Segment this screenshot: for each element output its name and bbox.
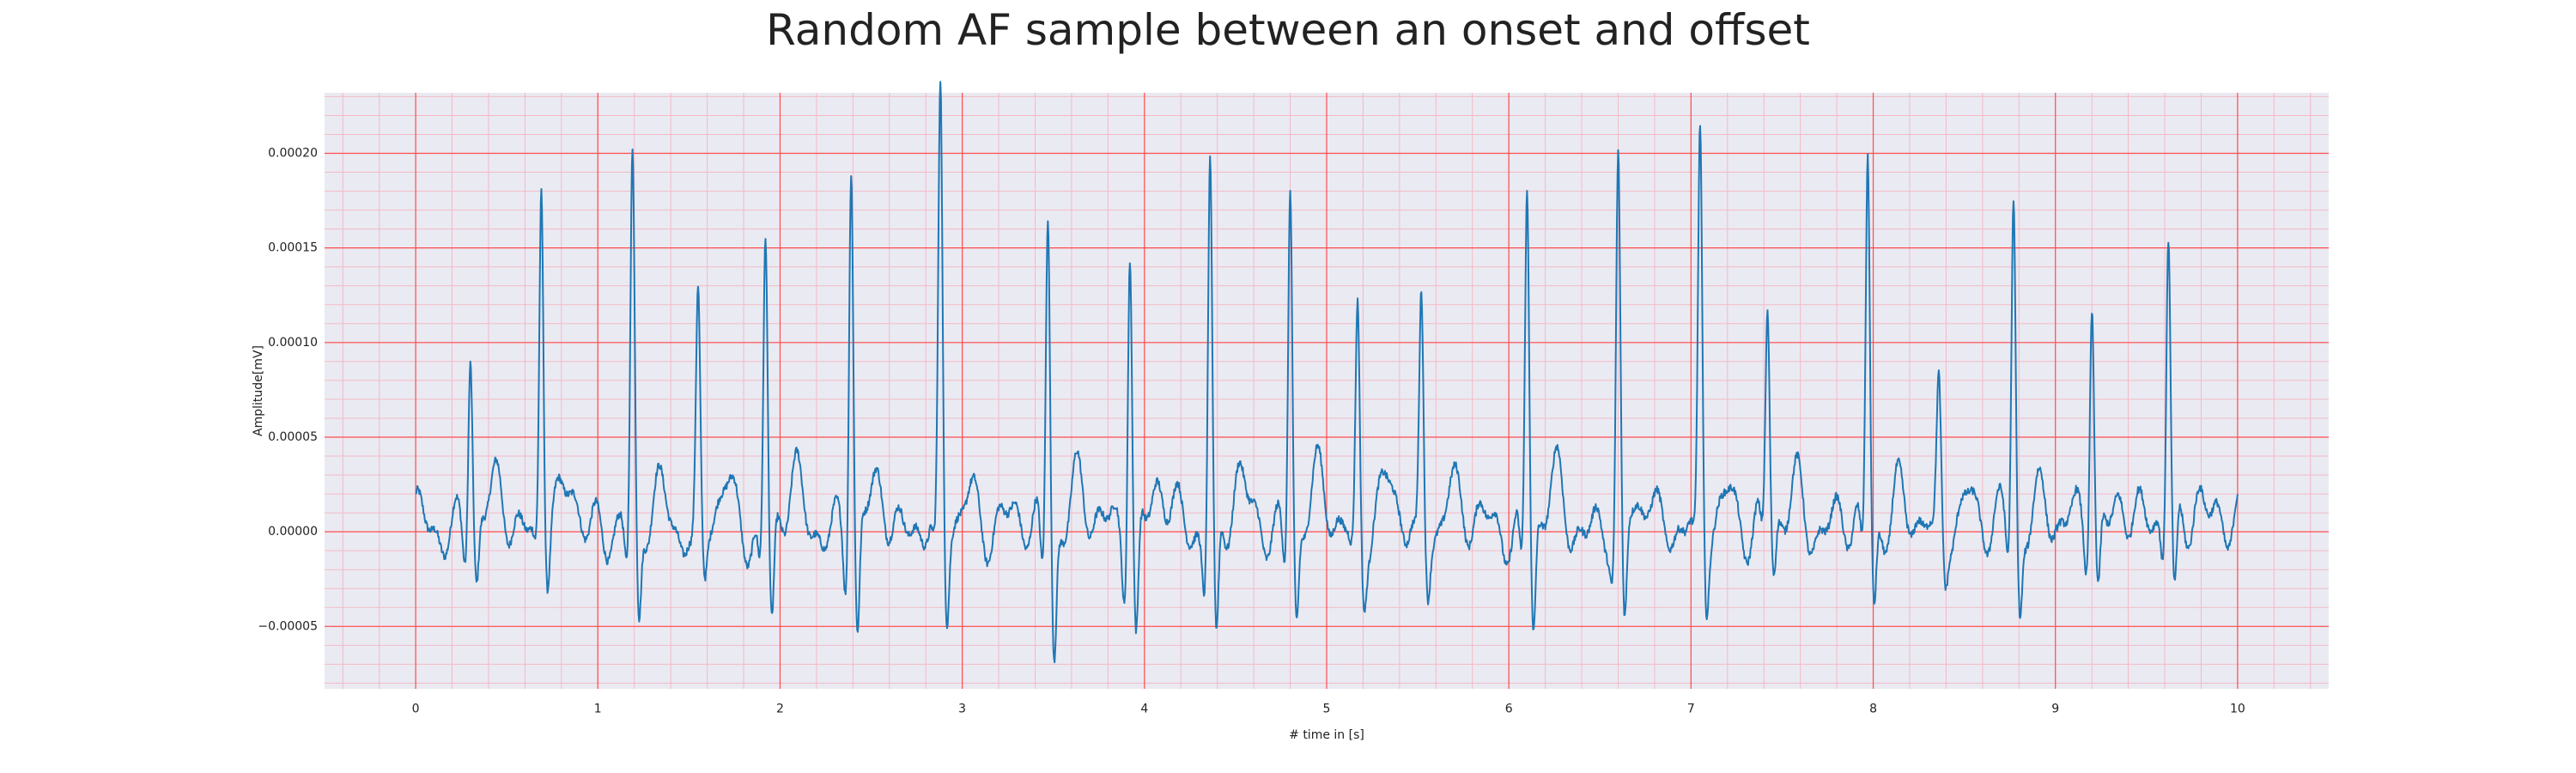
x-tick-label: 10 [2230, 703, 2245, 716]
y-tick-label: 0.00010 [268, 336, 318, 350]
y-tick-label: −0.00005 [258, 619, 318, 633]
x-tick-label: 6 [1505, 703, 1513, 716]
chart-title: Random AF sample between an onset and of… [766, 5, 1810, 55]
x-tick-label: 9 [2051, 703, 2059, 716]
signal-line [415, 81, 2239, 664]
x-tick-label: 7 [1687, 703, 1695, 716]
x-tick-label: 3 [958, 703, 966, 716]
x-tick-label: 1 [594, 703, 602, 716]
x-axis-label: # time in [s] [1289, 728, 1364, 742]
grid-layer [325, 93, 2329, 689]
y-tick-label: 0.00020 [268, 147, 318, 161]
tick-layer: 0 1 2 3 4 5 6 7 8 9 10 −0.00005 0.00000 0.00005 0.0001… [258, 147, 2245, 716]
y-tick-label: 0.00015 [268, 241, 318, 255]
x-tick-label: 2 [776, 703, 784, 716]
series-layer [415, 81, 2239, 664]
y-axis-label: Amplitude[mV] [252, 345, 265, 436]
x-tick-label: 0 [412, 703, 420, 716]
y-tick-label: 0.00000 [268, 525, 318, 539]
x-tick-label: 8 [1869, 703, 1877, 716]
x-tick-label: 5 [1323, 703, 1331, 716]
y-tick-label: 0.00005 [268, 430, 318, 444]
x-tick-label: 4 [1140, 703, 1148, 716]
